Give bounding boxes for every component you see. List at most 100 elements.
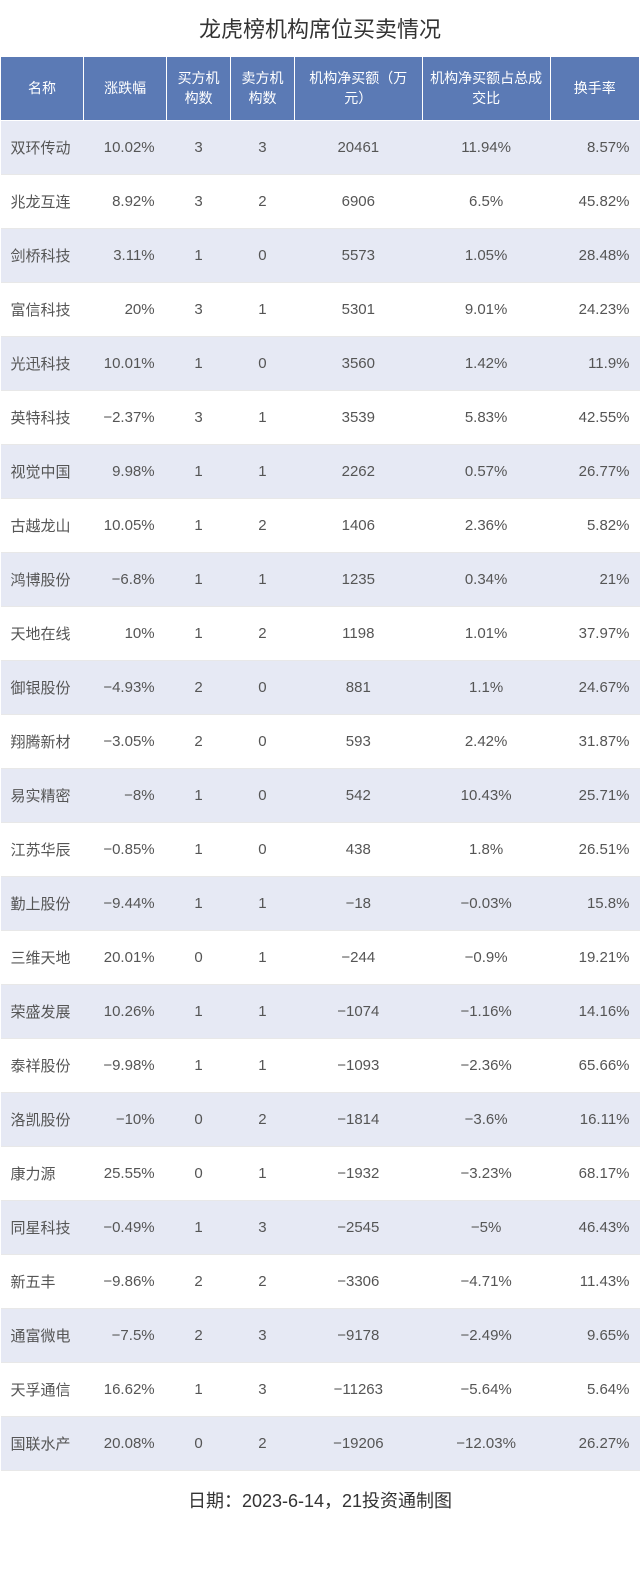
header-netbuy: 机构净买额（万元） bbox=[294, 57, 422, 121]
cell-netbuy: −1814 bbox=[294, 1093, 422, 1147]
cell-buyers: 3 bbox=[167, 121, 231, 175]
cell-sellers: 2 bbox=[231, 607, 295, 661]
cell-netbuy: 5573 bbox=[294, 229, 422, 283]
cell-name: 新五丰 bbox=[1, 1255, 84, 1309]
cell-ratio: 9.01% bbox=[422, 283, 550, 337]
cell-change: 8.92% bbox=[84, 175, 167, 229]
cell-turnover: 15.8% bbox=[550, 877, 640, 931]
cell-name: 视觉中国 bbox=[1, 445, 84, 499]
table-row: 三维天地20.01%01−244−0.9%19.21% bbox=[1, 931, 640, 985]
table-row: 易实精密−8%1054210.43%25.71% bbox=[1, 769, 640, 823]
cell-buyers: 3 bbox=[167, 175, 231, 229]
cell-ratio: −12.03% bbox=[422, 1417, 550, 1471]
cell-sellers: 0 bbox=[231, 229, 295, 283]
cell-sellers: 3 bbox=[231, 1363, 295, 1417]
cell-sellers: 1 bbox=[231, 1039, 295, 1093]
cell-change: −8% bbox=[84, 769, 167, 823]
table-row: 富信科技20%3153019.01%24.23% bbox=[1, 283, 640, 337]
cell-sellers: 2 bbox=[231, 1093, 295, 1147]
cell-turnover: 8.57% bbox=[550, 121, 640, 175]
cell-buyers: 3 bbox=[167, 283, 231, 337]
cell-netbuy: 2262 bbox=[294, 445, 422, 499]
data-table: 名称 涨跌幅 买方机构数 卖方机构数 机构净买额（万元） 机构净买额占总成交比 … bbox=[0, 56, 640, 1471]
cell-netbuy: 1198 bbox=[294, 607, 422, 661]
cell-netbuy: −1932 bbox=[294, 1147, 422, 1201]
header-turnover: 换手率 bbox=[550, 57, 640, 121]
cell-name: 洛凯股份 bbox=[1, 1093, 84, 1147]
cell-name: 兆龙互连 bbox=[1, 175, 84, 229]
cell-name: 天孚通信 bbox=[1, 1363, 84, 1417]
cell-netbuy: 593 bbox=[294, 715, 422, 769]
table-row: 兆龙互连8.92%3269066.5%45.82% bbox=[1, 175, 640, 229]
cell-turnover: 46.43% bbox=[550, 1201, 640, 1255]
cell-change: −4.93% bbox=[84, 661, 167, 715]
table-row: 光迅科技10.01%1035601.42%11.9% bbox=[1, 337, 640, 391]
cell-ratio: −1.16% bbox=[422, 985, 550, 1039]
table-body: 双环传动10.02%332046111.94%8.57%兆龙互连8.92%326… bbox=[1, 121, 640, 1471]
cell-turnover: 25.71% bbox=[550, 769, 640, 823]
cell-turnover: 24.23% bbox=[550, 283, 640, 337]
header-name: 名称 bbox=[1, 57, 84, 121]
cell-turnover: 26.77% bbox=[550, 445, 640, 499]
cell-sellers: 0 bbox=[231, 715, 295, 769]
cell-change: 3.11% bbox=[84, 229, 167, 283]
cell-name: 三维天地 bbox=[1, 931, 84, 985]
cell-ratio: 1.8% bbox=[422, 823, 550, 877]
cell-buyers: 1 bbox=[167, 229, 231, 283]
cell-buyers: 3 bbox=[167, 391, 231, 445]
table-row: 勤上股份−9.44%11−18−0.03%15.8% bbox=[1, 877, 640, 931]
cell-sellers: 3 bbox=[231, 1309, 295, 1363]
cell-change: 10.01% bbox=[84, 337, 167, 391]
cell-turnover: 65.66% bbox=[550, 1039, 640, 1093]
cell-turnover: 26.27% bbox=[550, 1417, 640, 1471]
cell-turnover: 42.55% bbox=[550, 391, 640, 445]
cell-buyers: 1 bbox=[167, 877, 231, 931]
cell-ratio: 1.01% bbox=[422, 607, 550, 661]
cell-change: −7.5% bbox=[84, 1309, 167, 1363]
cell-netbuy: 3560 bbox=[294, 337, 422, 391]
cell-buyers: 2 bbox=[167, 715, 231, 769]
cell-buyers: 1 bbox=[167, 1363, 231, 1417]
cell-name: 康力源 bbox=[1, 1147, 84, 1201]
cell-turnover: 45.82% bbox=[550, 175, 640, 229]
cell-change: 16.62% bbox=[84, 1363, 167, 1417]
cell-buyers: 1 bbox=[167, 337, 231, 391]
cell-name: 勤上股份 bbox=[1, 877, 84, 931]
cell-sellers: 1 bbox=[231, 445, 295, 499]
cell-buyers: 2 bbox=[167, 1309, 231, 1363]
cell-buyers: 1 bbox=[167, 499, 231, 553]
cell-change: −9.86% bbox=[84, 1255, 167, 1309]
cell-turnover: 5.82% bbox=[550, 499, 640, 553]
table-row: 古越龙山10.05%1214062.36%5.82% bbox=[1, 499, 640, 553]
cell-turnover: 11.9% bbox=[550, 337, 640, 391]
cell-netbuy: −1093 bbox=[294, 1039, 422, 1093]
header-change: 涨跌幅 bbox=[84, 57, 167, 121]
cell-buyers: 1 bbox=[167, 985, 231, 1039]
cell-name: 剑桥科技 bbox=[1, 229, 84, 283]
cell-change: 10.02% bbox=[84, 121, 167, 175]
cell-netbuy: −3306 bbox=[294, 1255, 422, 1309]
cell-change: −9.98% bbox=[84, 1039, 167, 1093]
cell-ratio: −5% bbox=[422, 1201, 550, 1255]
cell-buyers: 1 bbox=[167, 1201, 231, 1255]
cell-buyers: 1 bbox=[167, 769, 231, 823]
cell-netbuy: −9178 bbox=[294, 1309, 422, 1363]
table-row: 泰祥股份−9.98%11−1093−2.36%65.66% bbox=[1, 1039, 640, 1093]
cell-netbuy: −18 bbox=[294, 877, 422, 931]
cell-change: 10.26% bbox=[84, 985, 167, 1039]
cell-change: 20% bbox=[84, 283, 167, 337]
cell-change: −0.49% bbox=[84, 1201, 167, 1255]
header-ratio: 机构净买额占总成交比 bbox=[422, 57, 550, 121]
cell-sellers: 1 bbox=[231, 877, 295, 931]
header-sellers: 卖方机构数 bbox=[231, 57, 295, 121]
table-header: 名称 涨跌幅 买方机构数 卖方机构数 机构净买额（万元） 机构净买额占总成交比 … bbox=[1, 57, 640, 121]
cell-turnover: 24.67% bbox=[550, 661, 640, 715]
page-title: 龙虎榜机构席位买卖情况 bbox=[0, 0, 640, 56]
cell-name: 荣盛发展 bbox=[1, 985, 84, 1039]
table-row: 新五丰−9.86%22−3306−4.71%11.43% bbox=[1, 1255, 640, 1309]
cell-buyers: 0 bbox=[167, 1093, 231, 1147]
table-row: 天地在线10%1211981.01%37.97% bbox=[1, 607, 640, 661]
cell-ratio: −3.6% bbox=[422, 1093, 550, 1147]
cell-sellers: 0 bbox=[231, 823, 295, 877]
cell-ratio: −2.36% bbox=[422, 1039, 550, 1093]
